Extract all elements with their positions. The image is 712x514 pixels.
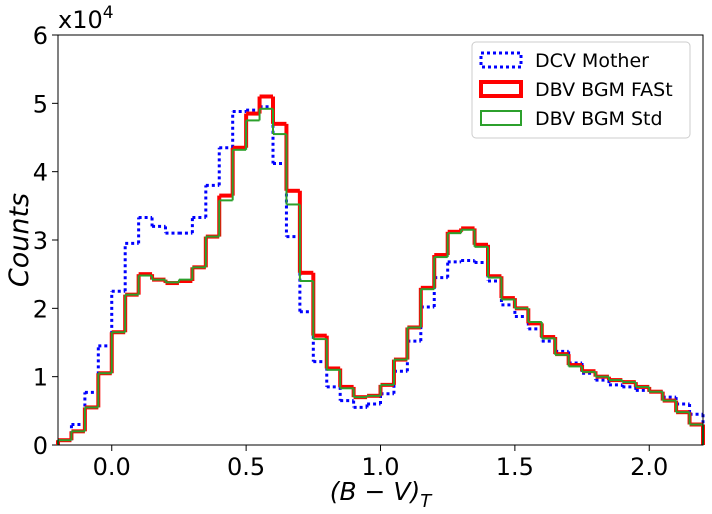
x-axis-label-main: (B − V) [330,477,421,506]
y-offset-exp: 4 [103,3,114,23]
y-tick-label: 3 [33,227,48,255]
y-axis-label: Counts [4,193,35,287]
legend-swatch [479,80,523,98]
y-tick-label: 1 [33,364,48,392]
x-tick-label: 0.5 [227,453,265,481]
y-tick-label: 4 [33,159,48,187]
x-axis-label-sub: T [420,491,433,512]
x-tick-label: 2.0 [630,453,668,481]
legend: DCV Mother DBV BGM FASt DBV BGM Std [471,41,691,139]
x-tick-label: 1.0 [361,453,399,481]
plot-frame [57,34,704,446]
y-tick-label: 0 [33,432,48,460]
legend-swatch [480,110,522,126]
legend-swatch [479,51,523,69]
legend-label: DCV Mother [535,50,649,72]
y-tick-label: 6 [33,22,48,50]
series-2 [57,107,704,445]
x-axis-label: (B − V)T [330,477,434,512]
y-offset-label: x104 [58,3,114,34]
legend-label: DBV BGM Std [535,108,663,130]
x-tick-label: 0.0 [93,453,131,481]
y-tick-label: 5 [33,90,48,118]
legend-label: DBV BGM FASt [535,79,673,101]
x-tick-label: 1.5 [496,453,534,481]
y-offset-base: x10 [58,6,103,34]
y-tick-label: 2 [33,295,48,323]
legend-box [471,41,691,139]
